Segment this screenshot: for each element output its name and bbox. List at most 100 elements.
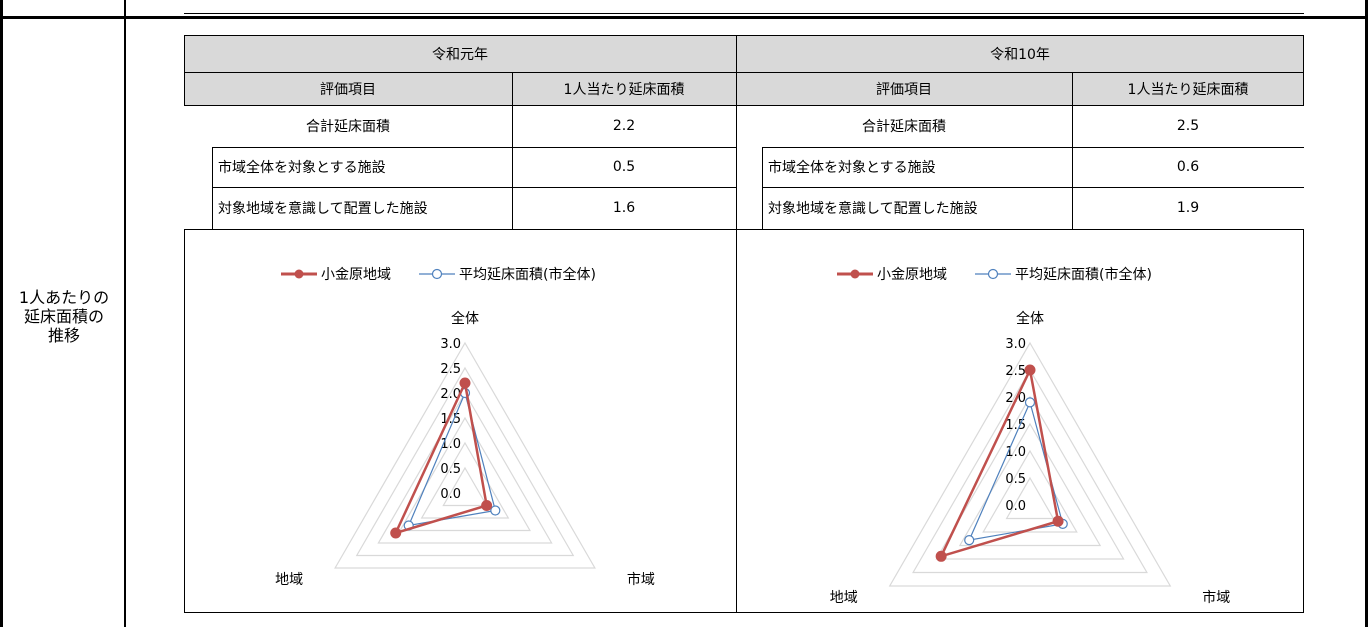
- col-value-header-left: 1人当たり延床面積: [512, 72, 736, 105]
- radar-tick-label: 1.5: [1005, 418, 1026, 433]
- row-label: 1人あたりの 延床面積の 推移: [8, 288, 120, 345]
- legend-marker-average-icon: [975, 268, 1011, 280]
- series-point-local: [459, 377, 471, 389]
- radar-axis-label: 市域: [1202, 589, 1230, 606]
- series-point-local: [390, 527, 402, 539]
- radar-tick-label: 3.0: [1005, 337, 1026, 352]
- radar-tick-label: 3.0: [440, 337, 461, 352]
- grid-line: [1072, 72, 1073, 229]
- row-city-value-left: 0.5: [612, 159, 636, 175]
- grid-line: [762, 147, 1072, 148]
- legend-marker-average-icon: [419, 268, 455, 280]
- outer-left-border: [0, 0, 3, 627]
- legend-marker-local-icon: [281, 269, 317, 279]
- series-point-average: [964, 535, 975, 546]
- grid-line: [512, 72, 513, 229]
- period-header-left: 令和元年: [184, 35, 736, 72]
- grid-line: [184, 35, 185, 105]
- series-point-local: [935, 550, 947, 562]
- radar-tick-label: 0.5: [1005, 472, 1026, 487]
- radar-axis-label: 市域: [627, 571, 655, 588]
- label-column-divider: [124, 0, 126, 627]
- grid-line: [1303, 229, 1304, 613]
- row-label-line-3: 推移: [47, 326, 80, 345]
- radar-axis-label: 全体: [1016, 310, 1044, 327]
- row-total-value-right: 2.5: [1176, 118, 1200, 134]
- legend-marker-local-icon: [837, 269, 873, 279]
- radar-grid-ring: [355, 366, 575, 557]
- radar-tick-label: 2.0: [440, 387, 461, 402]
- grid-line: [1072, 147, 1304, 148]
- grid-line: [212, 147, 213, 229]
- col-item-header-right: 評価項目: [736, 72, 1072, 105]
- row-local-value-left: 1.6: [612, 200, 636, 216]
- series-point-average: [490, 505, 501, 516]
- row-city-label-left: 市域全体を対象とする施設: [218, 160, 386, 176]
- legend-label-average: 平均延床面積(市全体): [1015, 267, 1152, 283]
- grid-line: [184, 229, 185, 613]
- grid-line: [184, 72, 1304, 73]
- col-item-header-left: 評価項目: [184, 72, 512, 105]
- grid-line: [184, 612, 1304, 613]
- radar-grid-ring: [377, 391, 553, 544]
- radar-axis-label: 全体: [451, 310, 479, 327]
- series-line-local: [393, 378, 489, 536]
- radar-tick-label: 2.5: [440, 362, 461, 377]
- col-value-header-right: 1人当たり延床面積: [1072, 72, 1304, 105]
- chart-legend: 小金原地域 平均延床面積(市全体): [281, 264, 624, 284]
- legend-item-average: 平均延床面積(市全体): [419, 264, 596, 284]
- radar-grid-ring: [912, 368, 1148, 574]
- row-city-value-right: 0.6: [1176, 159, 1200, 175]
- legend-label-local: 小金原地域: [877, 267, 947, 283]
- row-total-value-left: 2.2: [612, 118, 636, 134]
- legend-item-average: 平均延床面積(市全体): [975, 264, 1152, 284]
- grid-line: [762, 147, 763, 229]
- series-line-average: [407, 391, 497, 527]
- radar-tick-label: 0.5: [440, 462, 461, 477]
- row-total-label-right: 合計延床面積: [862, 119, 946, 135]
- row-local-label-left: 対象地域を意識して配置した施設: [218, 201, 428, 217]
- grid-line: [184, 35, 1304, 36]
- comparison-table: 令和元年 令和10年 評価項目 1人当たり延床面積 評価項目 1人当たり延床面積…: [184, 35, 1304, 613]
- radar-tick-label: 1.0: [1005, 445, 1026, 460]
- radar-grid-ring: [935, 395, 1125, 560]
- radar-grid-ring: [442, 466, 488, 507]
- outer-right-border: [1365, 0, 1368, 627]
- radar-grid-ring: [334, 341, 596, 569]
- series-line-local: [938, 365, 1060, 559]
- grid-line: [512, 147, 736, 148]
- legend-item-local: 小金原地域: [281, 264, 391, 284]
- radar-grid-ring: [420, 441, 510, 519]
- period-header-right: 令和10年: [736, 35, 1304, 72]
- row-label-line-2: 延床面積の: [23, 307, 104, 326]
- grid-line: [184, 229, 1304, 230]
- row-local-value-right: 1.9: [1176, 200, 1200, 216]
- chart-legend: 小金原地域 平均延床面積(市全体): [837, 264, 1180, 284]
- row-label-line-1: 1人あたりの: [18, 288, 110, 307]
- radar-axis-label: 地域: [275, 572, 303, 588]
- series-point-local: [481, 500, 493, 511]
- radar-chart-2028: 小金原地域 平均延床面積(市全体) 全体 市域 地域 3.0 2.5 2.0 1.5 1.0 0…: [737, 230, 1303, 612]
- row-city-label-right: 市域全体を対象とする施設: [768, 160, 936, 176]
- radar-tick-label: 1.0: [440, 437, 461, 452]
- radar-tick-label: 0.0: [440, 487, 461, 502]
- grid-line: [212, 147, 512, 148]
- top-row-inner-line: [184, 13, 1304, 14]
- grid-line: [1303, 35, 1304, 105]
- radar-tick-label: 0.0: [1005, 499, 1026, 514]
- radar-grid-ring: [399, 416, 531, 532]
- grid-line: [184, 105, 1304, 106]
- grid-line: [736, 35, 737, 613]
- legend-label-local: 小金原地域: [321, 267, 391, 283]
- grid-line: [762, 187, 1304, 188]
- radar-grid-ring: [888, 341, 1172, 587]
- legend-label-average: 平均延床面積(市全体): [459, 267, 596, 283]
- row-local-label-right: 対象地域を意識して配置した施設: [768, 201, 978, 217]
- top-row-border: [0, 16, 1368, 19]
- grid-line: [212, 187, 736, 188]
- legend-item-local: 小金原地域: [837, 264, 947, 284]
- series-point-average: [1024, 397, 1036, 408]
- series-point-local: [1052, 515, 1064, 527]
